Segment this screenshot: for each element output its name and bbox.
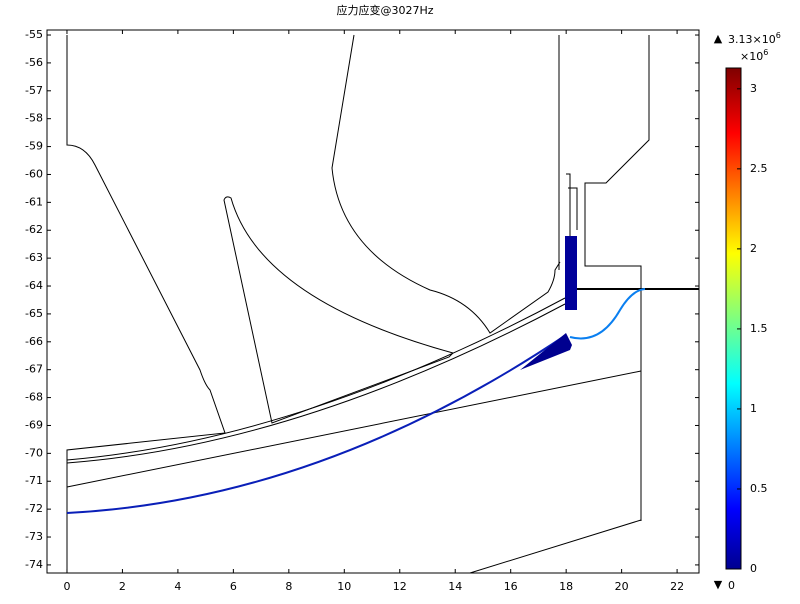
y-tick-label: -67: [25, 363, 43, 376]
x-tick-label: 8: [285, 580, 292, 593]
x-tick-label: 22: [670, 580, 684, 593]
chart-title: 应力应变@3027Hz: [336, 3, 433, 17]
y-tick-label: -63: [25, 251, 43, 264]
y-tick-label: -57: [25, 84, 43, 97]
y-tick-label: -56: [25, 56, 43, 69]
y-tick-label: -69: [25, 418, 43, 431]
y-tick-label: -73: [25, 530, 43, 543]
x-tick-label: 14: [448, 580, 462, 593]
plot-frame: [46, 29, 700, 574]
x-tick-label: 12: [393, 580, 407, 593]
y-tick-label: -70: [25, 446, 43, 459]
colorbar-tick-label: 0: [750, 562, 757, 575]
y-tick-label: -74: [25, 558, 43, 571]
y-tick-label: -68: [25, 391, 43, 404]
y-tick-label: -59: [25, 140, 43, 153]
colorbar: [725, 67, 742, 570]
colorbar-tick-label: 3: [750, 82, 757, 95]
scale-exponent: 6: [763, 48, 768, 57]
x-tick-label: 6: [230, 580, 237, 593]
y-tick-label: -58: [25, 112, 43, 125]
y-tick-label: -65: [25, 307, 43, 320]
x-tick-label: 18: [559, 580, 573, 593]
colorbar-tick-label: 2: [750, 242, 757, 255]
x-tick-label: 16: [504, 580, 518, 593]
geometry: [66, 34, 699, 573]
colorbar-tick-label: 1: [750, 402, 757, 415]
min-arrow: ▼: [714, 578, 723, 591]
scale-prefix: ×10: [740, 50, 763, 63]
y-tick-label: -71: [25, 474, 43, 487]
x-tick-label: 4: [174, 580, 181, 593]
y-tick-label: -64: [25, 279, 43, 292]
max-arrow: ▲: [714, 32, 723, 45]
x-tick-label: 0: [63, 580, 70, 593]
colorbar-scale: ×106: [740, 48, 768, 64]
x-tick-label: 10: [337, 580, 351, 593]
colorbar-tick-label: 0.5: [750, 482, 768, 495]
y-tick-label: -72: [25, 502, 43, 515]
y-tick-label: -66: [25, 335, 43, 348]
y-tick-label: -55: [25, 28, 43, 41]
y-tick-label: -60: [25, 167, 43, 180]
colorbar-tick-label: 2.5: [750, 162, 768, 175]
y-tick-label: -62: [25, 223, 43, 236]
x-tick-label: 2: [119, 580, 126, 593]
max-exponent: 6: [776, 31, 781, 40]
x-tick-label: 20: [615, 580, 629, 593]
max-mantissa: 3.13×10: [728, 33, 776, 46]
colorbar-min: 0: [728, 579, 735, 592]
y-tick-label: -61: [25, 195, 43, 208]
colorbar-max: 3.13×106: [728, 31, 781, 47]
colorbar-tick-label: 1.5: [750, 322, 768, 335]
